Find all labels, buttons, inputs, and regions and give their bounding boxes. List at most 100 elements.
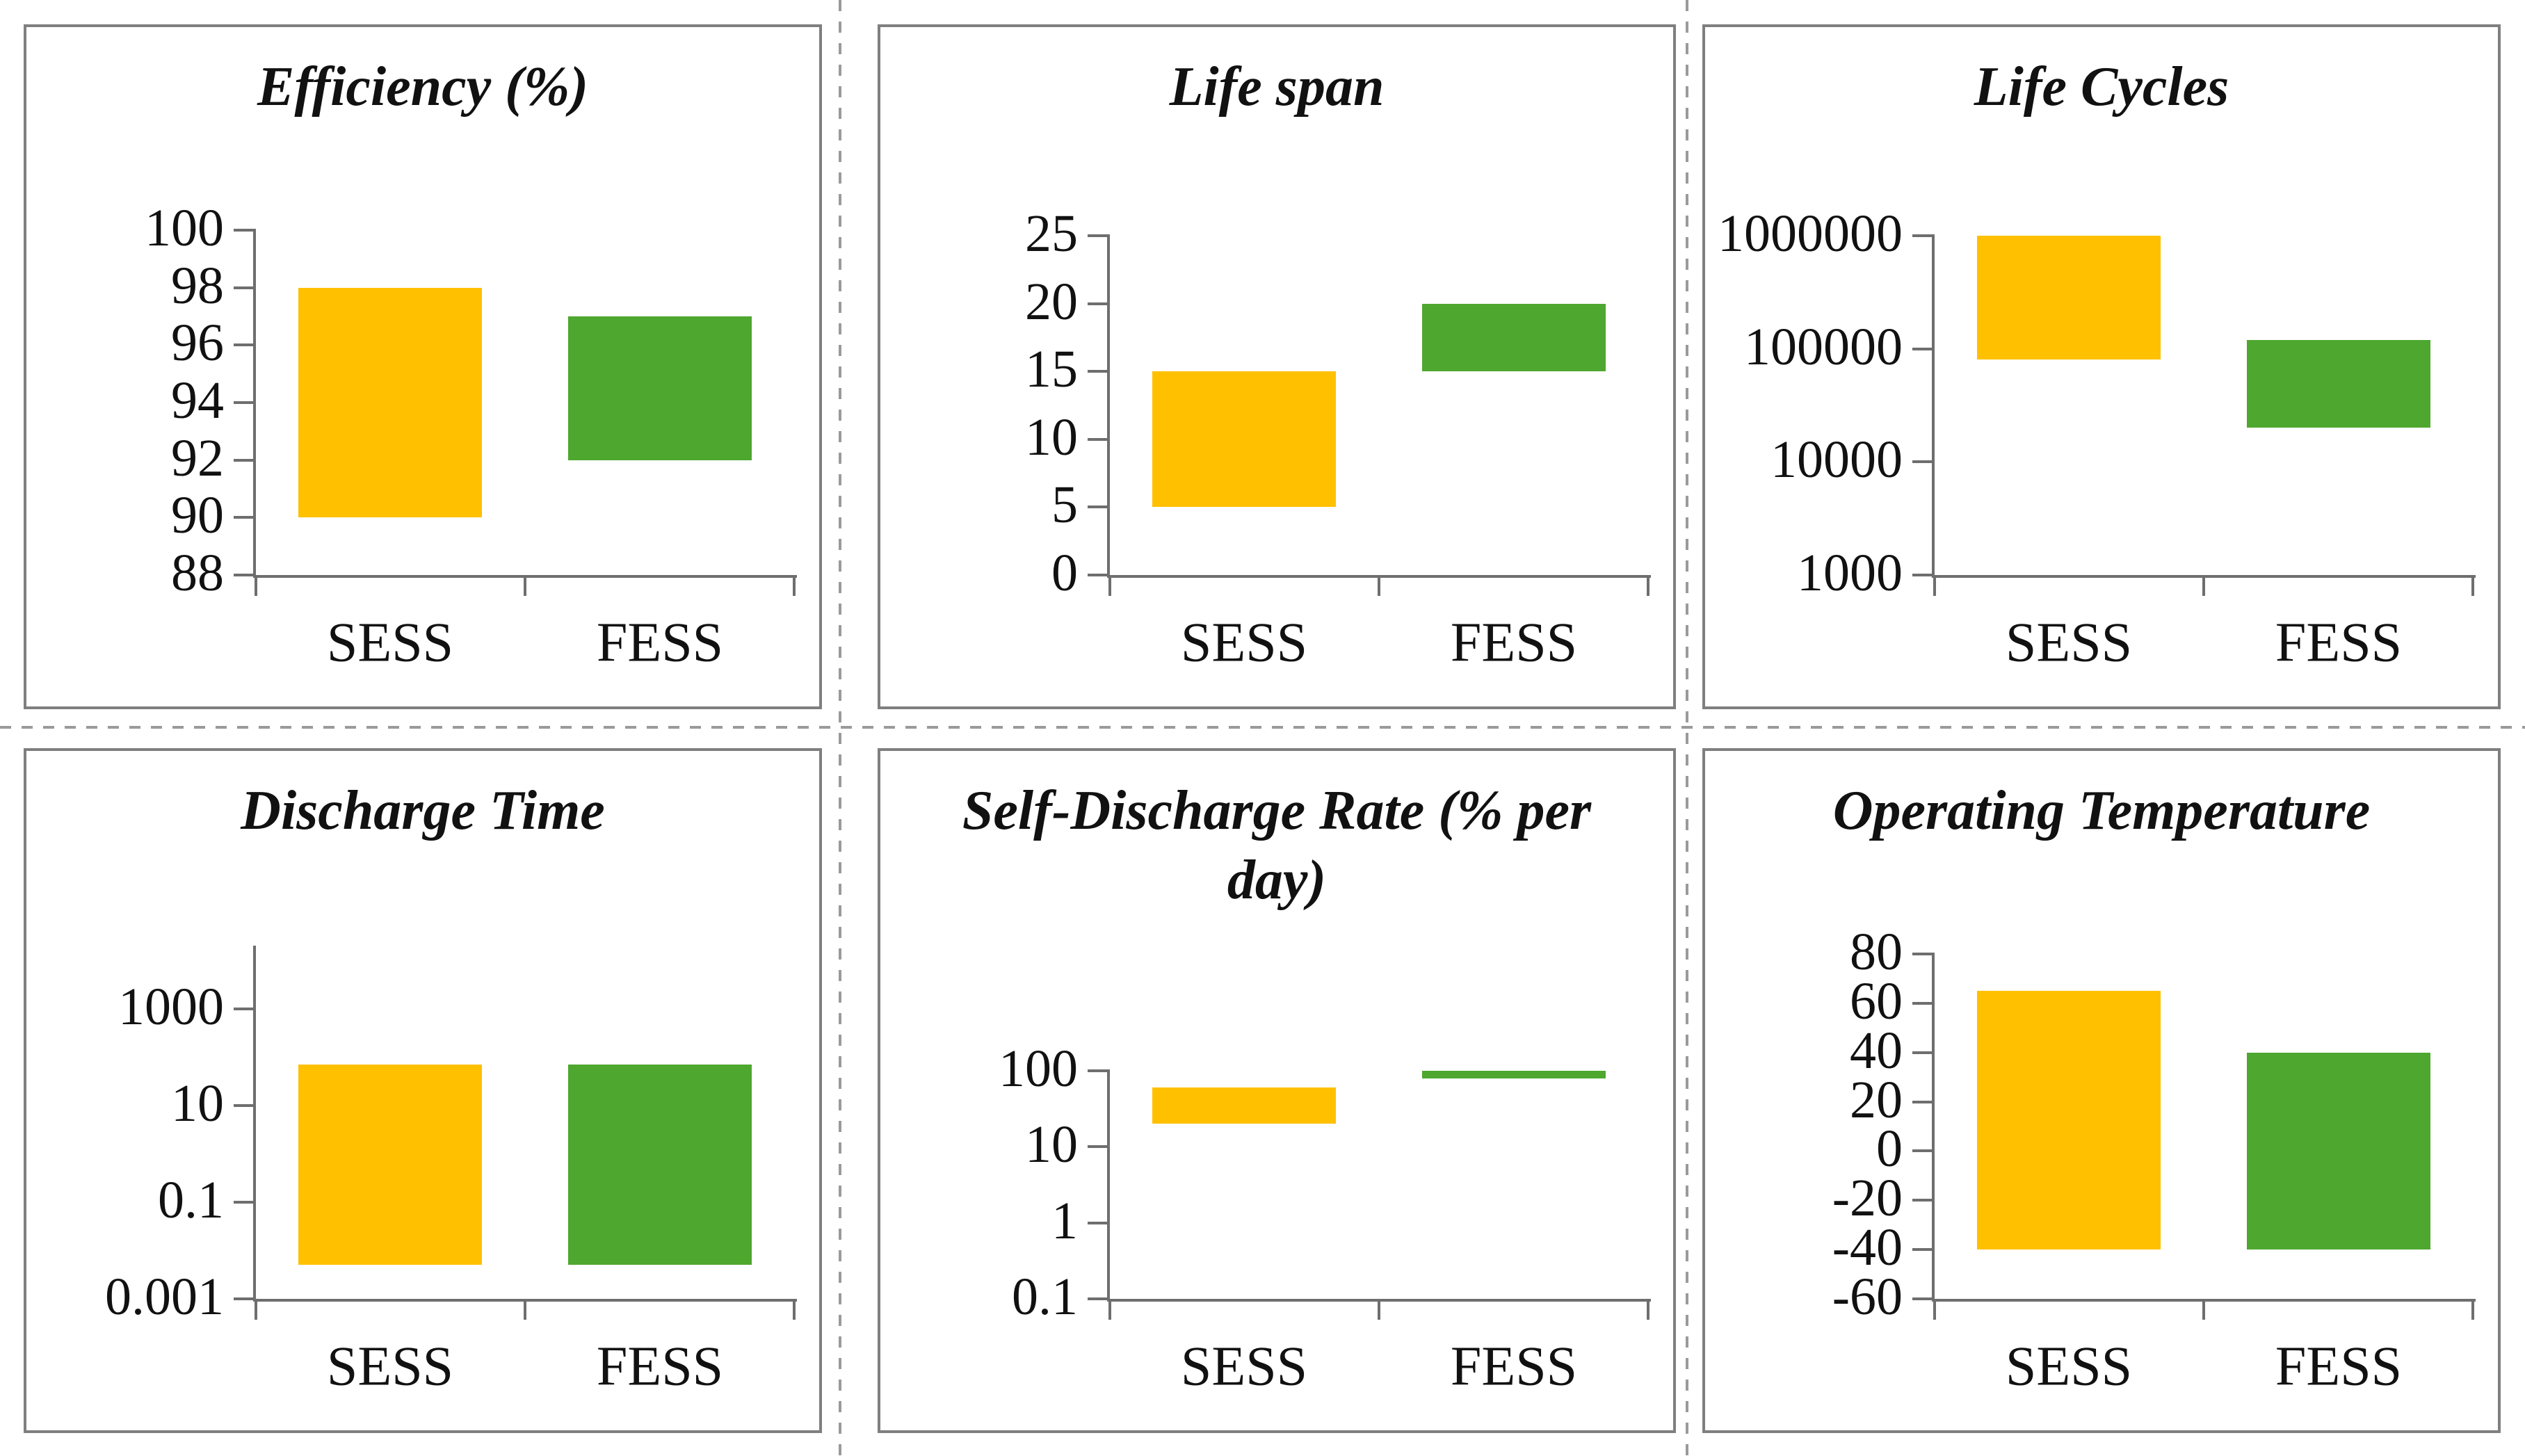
y-axis-line <box>1932 236 1935 578</box>
y-axis-tick <box>1912 234 1935 237</box>
x-category-label: SESS <box>2005 1336 2133 1398</box>
y-tick-label: 0.1 <box>158 1170 224 1229</box>
y-axis-tick <box>1912 574 1935 576</box>
y-axis-tick <box>1088 302 1110 305</box>
y-tick-label: 25 <box>1025 204 1078 263</box>
y-tick-label: 100 <box>999 1039 1078 1098</box>
y-tick-label: 1000 <box>1797 543 1903 602</box>
y-axis-line <box>1107 236 1110 578</box>
x-axis-tick <box>1933 575 1936 596</box>
y-tick-label: 20 <box>1025 272 1078 331</box>
y-axis-tick <box>1088 1145 1110 1149</box>
x-category-label: SESS <box>326 612 454 674</box>
x-category-label: FESS <box>596 612 724 674</box>
y-axis-tick <box>1912 1248 1935 1252</box>
y-tick-label: 80 <box>1850 922 1903 981</box>
y-tick-label: 1 <box>1051 1191 1078 1250</box>
y-tick-label: 15 <box>1025 340 1078 399</box>
y-tick-label: 0.001 <box>105 1267 224 1326</box>
y-tick-label: 92 <box>171 428 224 487</box>
bar-sess <box>298 1064 482 1265</box>
y-tick-label: 60 <box>1850 971 1903 1030</box>
y-axis-tick <box>1088 370 1110 373</box>
y-tick-label: 10 <box>171 1074 224 1133</box>
bar-sess <box>1977 236 2161 360</box>
y-axis-tick <box>1088 1069 1110 1072</box>
y-axis-line <box>1932 954 1935 1302</box>
y-axis-tick <box>1912 1051 1935 1054</box>
x-axis-tick <box>2202 575 2205 596</box>
y-axis-tick <box>1088 437 1110 441</box>
y-axis-tick <box>1088 505 1110 509</box>
bar-sess <box>1977 991 2161 1250</box>
y-axis-tick <box>1912 1100 1935 1103</box>
bar-fess <box>568 1064 752 1265</box>
y-tick-label: 5 <box>1051 476 1078 535</box>
y-tick-label: 10 <box>1025 407 1078 467</box>
y-axis-tick <box>234 1103 256 1107</box>
x-axis-tick <box>2471 1299 2474 1320</box>
x-axis-tick <box>255 1299 257 1320</box>
x-axis-tick <box>1647 575 1649 596</box>
y-tick-label: 1000 <box>118 977 224 1036</box>
y-axis-line <box>253 946 256 1302</box>
chart-title: Life Cycles <box>1974 56 2229 118</box>
y-tick-label: 100 <box>145 198 224 257</box>
x-axis-tick <box>2471 575 2474 596</box>
y-tick-label: 0 <box>1051 543 1078 602</box>
y-tick-label: -40 <box>1832 1218 1903 1277</box>
x-category-label: FESS <box>596 1336 724 1398</box>
chart-panel-life-span: Life span 0 5 10 15 20 25 SESS FESS <box>878 24 1676 709</box>
y-axis-tick <box>1088 1297 1110 1300</box>
y-axis-tick <box>234 1007 256 1010</box>
y-axis-tick <box>234 1200 256 1204</box>
chart-panel-discharge-time: Discharge Time 0.001 0.1 10 1000 SESS FESS <box>24 748 822 1433</box>
y-axis-tick <box>1912 953 1935 955</box>
y-axis-line <box>1107 1071 1110 1302</box>
x-axis-tick <box>255 575 257 596</box>
chart-title: Discharge Time <box>241 780 605 841</box>
y-tick-label: 10000 <box>1770 430 1903 490</box>
chart-panel-life-cycles: Life Cycles 1000 10000 100000 1000000 SESS FES… <box>1702 24 2501 709</box>
chart-title: Efficiency (%) <box>257 56 589 118</box>
y-tick-label: 0 <box>1876 1119 1903 1179</box>
y-axis-tick <box>1912 1199 1935 1202</box>
y-axis-tick <box>1912 460 1935 464</box>
bar-sess <box>1152 1087 1336 1124</box>
chart-panel-self-discharge-rate: Self-Discharge Rate (% per day) 0.1 1 10 100… <box>878 748 1676 1433</box>
x-axis-tick <box>1647 1299 1649 1320</box>
y-tick-label: 1000000 <box>1718 204 1903 263</box>
bar-sess <box>298 287 482 518</box>
x-category-label: SESS <box>1180 612 1308 674</box>
y-tick-label: -20 <box>1832 1169 1903 1228</box>
y-axis-tick <box>1912 347 1935 350</box>
y-axis-tick <box>234 1297 256 1300</box>
x-category-label: SESS <box>326 1336 454 1398</box>
y-tick-label: 0.1 <box>1012 1267 1078 1326</box>
x-axis-tick <box>793 1299 796 1320</box>
y-axis-tick <box>1912 1001 1935 1005</box>
y-axis-tick <box>234 516 256 519</box>
y-axis-tick <box>1088 1221 1110 1224</box>
x-axis-tick <box>524 1299 526 1320</box>
x-axis-tick <box>1108 1299 1111 1320</box>
x-category-label: FESS <box>1450 1336 1578 1398</box>
x-axis-tick <box>1108 575 1111 596</box>
bar-fess <box>568 316 752 460</box>
y-tick-label: -60 <box>1832 1267 1903 1326</box>
y-axis-tick <box>1088 574 1110 576</box>
y-axis-line <box>253 230 256 578</box>
x-axis-tick <box>1933 1299 1936 1320</box>
x-axis-tick <box>1378 1299 1380 1320</box>
row-divider-dashed <box>0 726 2525 729</box>
y-axis-tick <box>1912 1297 1935 1300</box>
y-axis-tick <box>1912 1149 1935 1153</box>
y-tick-label: 88 <box>171 543 224 602</box>
y-axis-tick <box>234 574 256 576</box>
bar-fess <box>2247 1052 2430 1250</box>
chart-panel-operating-temperature: Operating Temperature -60 -40 -20 0 20 40 60 80 S… <box>1702 748 2501 1433</box>
x-axis-tick <box>2202 1299 2205 1320</box>
x-category-label: FESS <box>1450 612 1578 674</box>
y-tick-label: 20 <box>1850 1070 1903 1129</box>
